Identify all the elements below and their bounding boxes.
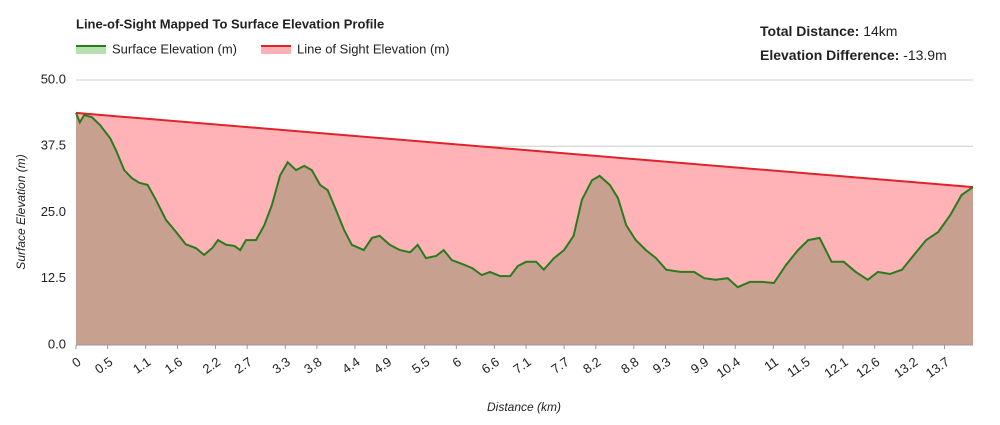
x-tick-label: 8.8 [618,354,641,377]
x-tick-label: 5.5 [409,354,432,377]
x-tick-label: 11.5 [784,354,813,380]
x-tick-label: 6 [450,354,465,370]
x-tick-label: 9.9 [688,354,711,377]
stat-label: Elevation Difference: [760,47,899,63]
x-tick-label: 8.2 [580,354,603,377]
x-tick-label: 3.8 [301,354,324,377]
line [75,112,974,289]
x-axis-title: Distance (km) [487,400,561,414]
x-tick-label: 0.5 [92,354,115,377]
line [75,111,974,189]
x-tick-label: 3.3 [269,354,292,377]
x-tick-label: 1.6 [162,354,185,377]
y-tick-label: 12.5 [41,270,66,285]
area [76,112,973,346]
x-tick-label: 7.1 [510,354,533,377]
x-tick-label: 4.9 [371,354,394,377]
x-tick-label: 9.3 [650,354,673,377]
stat: Elevation Difference: -13.9m [760,47,947,63]
x-tick-label: 10.4 [714,354,743,381]
legend-swatch [76,46,106,54]
legend-swatch [261,46,291,54]
legend-label: Surface Elevation (m) [112,41,237,56]
stat-label: Total Distance: [760,23,859,39]
x-tick-label: 12.6 [853,354,882,381]
chart-title: Line-of-Sight Mapped To Surface Elevatio… [76,16,384,31]
stat-value: -13.9m [903,47,947,63]
x-tick-label: 2.7 [231,354,254,377]
x-tick-label: 11 [761,354,781,374]
x-tick-label: 12.1 [821,354,850,381]
x-tick-label: 4.4 [339,354,362,377]
x-tick-label: 1.1 [130,354,153,377]
y-tick-label: 37.5 [41,138,66,153]
x-tick-label: 13.7 [923,354,952,381]
y-tick-label: 0.0 [48,336,66,351]
legend-label: Line of Sight Elevation (m) [297,41,449,56]
x-tick-label: 2.2 [200,354,223,377]
stat: Total Distance: 14km [760,23,897,39]
stat-value: 14km [863,23,897,39]
x-tick-label: 7.7 [548,354,571,377]
x-tick-label: 6.6 [479,354,502,377]
y-tick-label: 50.0 [41,71,66,86]
y-axis-title: Surface Elevation (m) [14,154,28,269]
y-tick-label: 25.0 [41,204,66,219]
x-tick-label: 0 [69,354,84,370]
x-tick-label: 13.2 [891,354,920,381]
